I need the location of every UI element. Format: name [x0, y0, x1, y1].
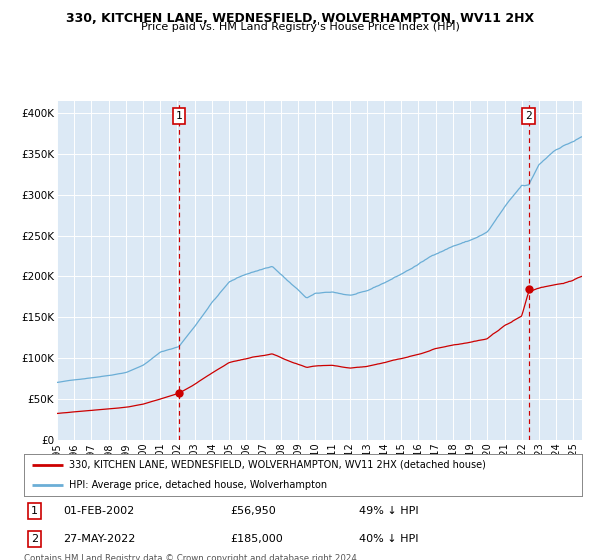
Text: 27-MAY-2022: 27-MAY-2022	[63, 534, 136, 544]
Text: 1: 1	[31, 506, 38, 516]
Text: £56,950: £56,950	[230, 506, 276, 516]
Text: £185,000: £185,000	[230, 534, 283, 544]
Text: HPI: Average price, detached house, Wolverhampton: HPI: Average price, detached house, Wolv…	[68, 480, 327, 490]
Text: Contains HM Land Registry data © Crown copyright and database right 2024.
This d: Contains HM Land Registry data © Crown c…	[24, 554, 359, 560]
Text: Price paid vs. HM Land Registry's House Price Index (HPI): Price paid vs. HM Land Registry's House …	[140, 22, 460, 32]
Text: 40% ↓ HPI: 40% ↓ HPI	[359, 534, 418, 544]
Text: 49% ↓ HPI: 49% ↓ HPI	[359, 506, 418, 516]
Text: 2: 2	[525, 111, 532, 121]
Text: 2: 2	[31, 534, 38, 544]
Text: 1: 1	[175, 111, 182, 121]
Text: 330, KITCHEN LANE, WEDNESFIELD, WOLVERHAMPTON, WV11 2HX (detached house): 330, KITCHEN LANE, WEDNESFIELD, WOLVERHA…	[68, 460, 485, 470]
Text: 01-FEB-2002: 01-FEB-2002	[63, 506, 134, 516]
Text: 330, KITCHEN LANE, WEDNESFIELD, WOLVERHAMPTON, WV11 2HX: 330, KITCHEN LANE, WEDNESFIELD, WOLVERHA…	[66, 12, 534, 25]
